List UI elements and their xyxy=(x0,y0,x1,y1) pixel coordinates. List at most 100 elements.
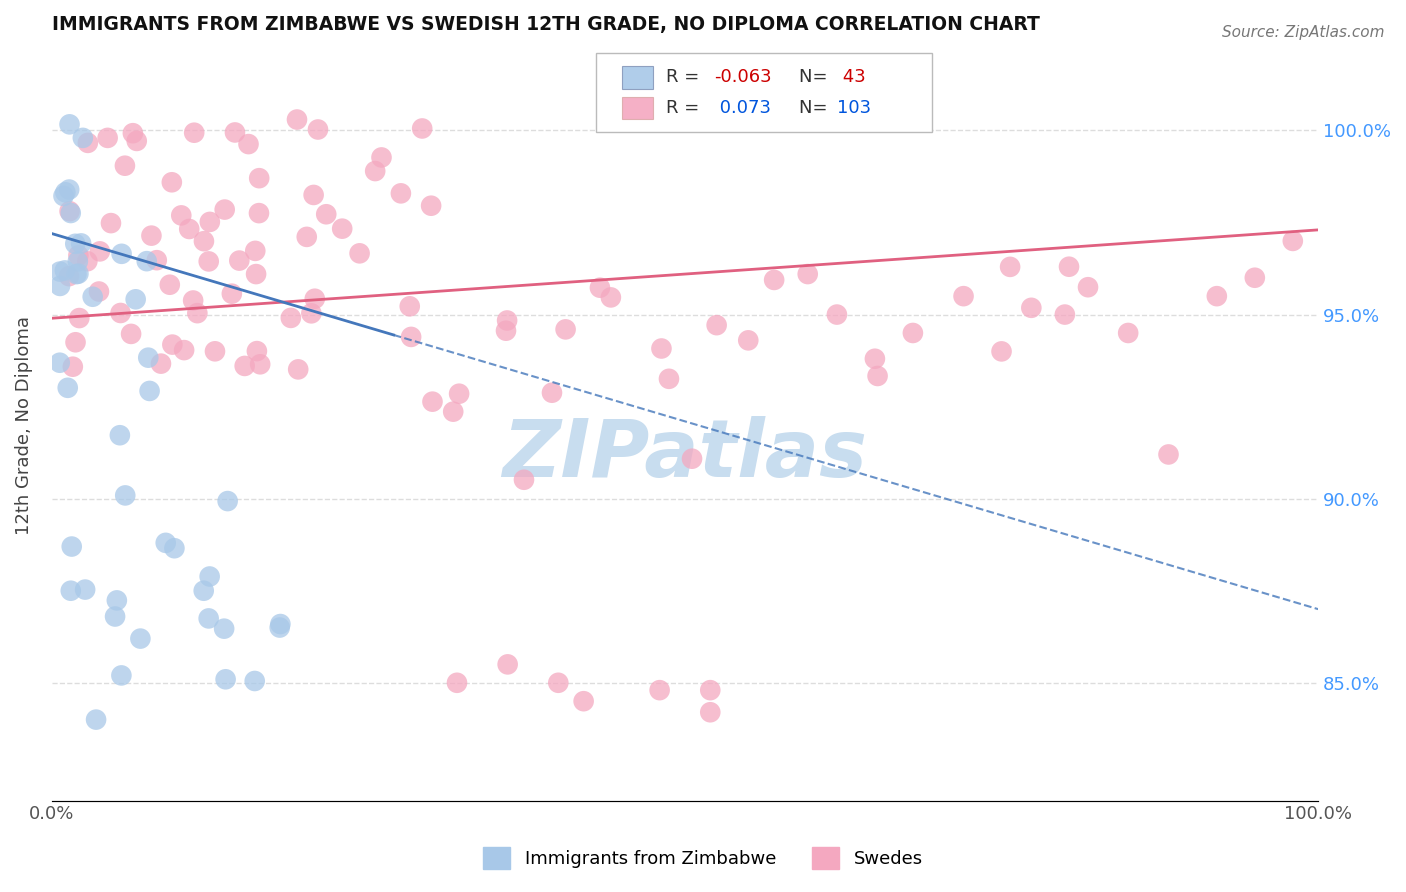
Point xyxy=(76,136,98,150)
Point xyxy=(162,337,184,351)
Point xyxy=(97,131,120,145)
Y-axis label: 12th Grade, No Diploma: 12th Grade, No Diploma xyxy=(15,316,32,534)
Point xyxy=(58,269,80,284)
Point xyxy=(513,473,536,487)
Point xyxy=(681,451,703,466)
Point xyxy=(302,188,325,202)
Point xyxy=(114,159,136,173)
Point xyxy=(247,206,270,220)
Point xyxy=(120,326,142,341)
Point xyxy=(55,186,77,200)
Point xyxy=(183,126,205,140)
FancyBboxPatch shape xyxy=(621,96,654,120)
Point xyxy=(658,372,681,386)
FancyBboxPatch shape xyxy=(596,54,932,132)
Point xyxy=(990,344,1012,359)
Point xyxy=(104,609,127,624)
Point xyxy=(398,299,420,313)
Point xyxy=(65,267,87,281)
Point xyxy=(214,202,236,217)
Point xyxy=(141,228,163,243)
Point xyxy=(554,322,576,336)
Point xyxy=(295,230,318,244)
Point xyxy=(589,281,612,295)
Point xyxy=(572,694,595,708)
Point xyxy=(269,617,291,632)
Point xyxy=(246,344,269,359)
Text: Source: ZipAtlas.com: Source: ZipAtlas.com xyxy=(1222,25,1385,40)
Text: 43: 43 xyxy=(837,68,866,87)
Point xyxy=(243,673,266,688)
Point xyxy=(1021,301,1043,315)
Point xyxy=(129,632,152,646)
Point xyxy=(330,221,353,235)
Point xyxy=(496,657,519,672)
Point xyxy=(67,248,90,262)
Point xyxy=(155,536,177,550)
Point xyxy=(901,326,924,340)
Point xyxy=(65,335,87,350)
Text: R =: R = xyxy=(666,68,704,87)
Text: -0.063: -0.063 xyxy=(714,68,772,87)
Point xyxy=(170,208,193,222)
FancyBboxPatch shape xyxy=(621,66,654,88)
Text: N=: N= xyxy=(799,68,834,87)
Point xyxy=(53,263,76,277)
Point xyxy=(122,126,145,140)
Point xyxy=(100,216,122,230)
Point xyxy=(299,306,322,320)
Point xyxy=(287,362,309,376)
Point xyxy=(197,254,219,268)
Point xyxy=(495,324,517,338)
Point xyxy=(110,306,132,320)
Point xyxy=(58,183,80,197)
Point xyxy=(163,541,186,556)
Point xyxy=(197,611,219,625)
Text: 0.073: 0.073 xyxy=(714,99,770,117)
Point xyxy=(49,264,72,278)
Point xyxy=(58,204,80,219)
Point xyxy=(186,306,208,320)
Point xyxy=(370,151,392,165)
Point xyxy=(124,293,146,307)
Point xyxy=(1243,270,1265,285)
Point xyxy=(125,134,148,148)
Point xyxy=(247,171,270,186)
Point xyxy=(145,253,167,268)
Point xyxy=(825,308,848,322)
Point xyxy=(67,311,90,326)
Point xyxy=(136,351,159,365)
Point xyxy=(87,285,110,299)
Point xyxy=(648,683,671,698)
Point xyxy=(66,254,89,268)
Point xyxy=(863,351,886,366)
Point xyxy=(998,260,1021,274)
Point xyxy=(149,357,172,371)
Text: IMMIGRANTS FROM ZIMBABWE VS SWEDISH 12TH GRADE, NO DIPLOMA CORRELATION CHART: IMMIGRANTS FROM ZIMBABWE VS SWEDISH 12TH… xyxy=(52,15,1039,34)
Point xyxy=(181,293,204,308)
Text: 103: 103 xyxy=(837,99,872,117)
Point xyxy=(67,267,90,281)
Point xyxy=(72,131,94,145)
Point xyxy=(135,254,157,268)
Point xyxy=(62,359,84,374)
Point xyxy=(1205,289,1227,303)
Point xyxy=(1157,447,1180,461)
Point xyxy=(159,277,181,292)
Point xyxy=(249,357,271,371)
Point xyxy=(217,494,239,508)
Point xyxy=(547,675,569,690)
Point xyxy=(1077,280,1099,294)
Point xyxy=(75,582,97,597)
Point xyxy=(173,343,195,357)
Point xyxy=(441,405,464,419)
Point xyxy=(110,668,132,682)
Point xyxy=(49,279,72,293)
Point xyxy=(304,292,326,306)
Point xyxy=(1281,234,1303,248)
Point xyxy=(420,199,443,213)
Point xyxy=(699,705,721,719)
Point xyxy=(110,247,132,261)
Point xyxy=(65,236,87,251)
Point xyxy=(233,359,256,373)
